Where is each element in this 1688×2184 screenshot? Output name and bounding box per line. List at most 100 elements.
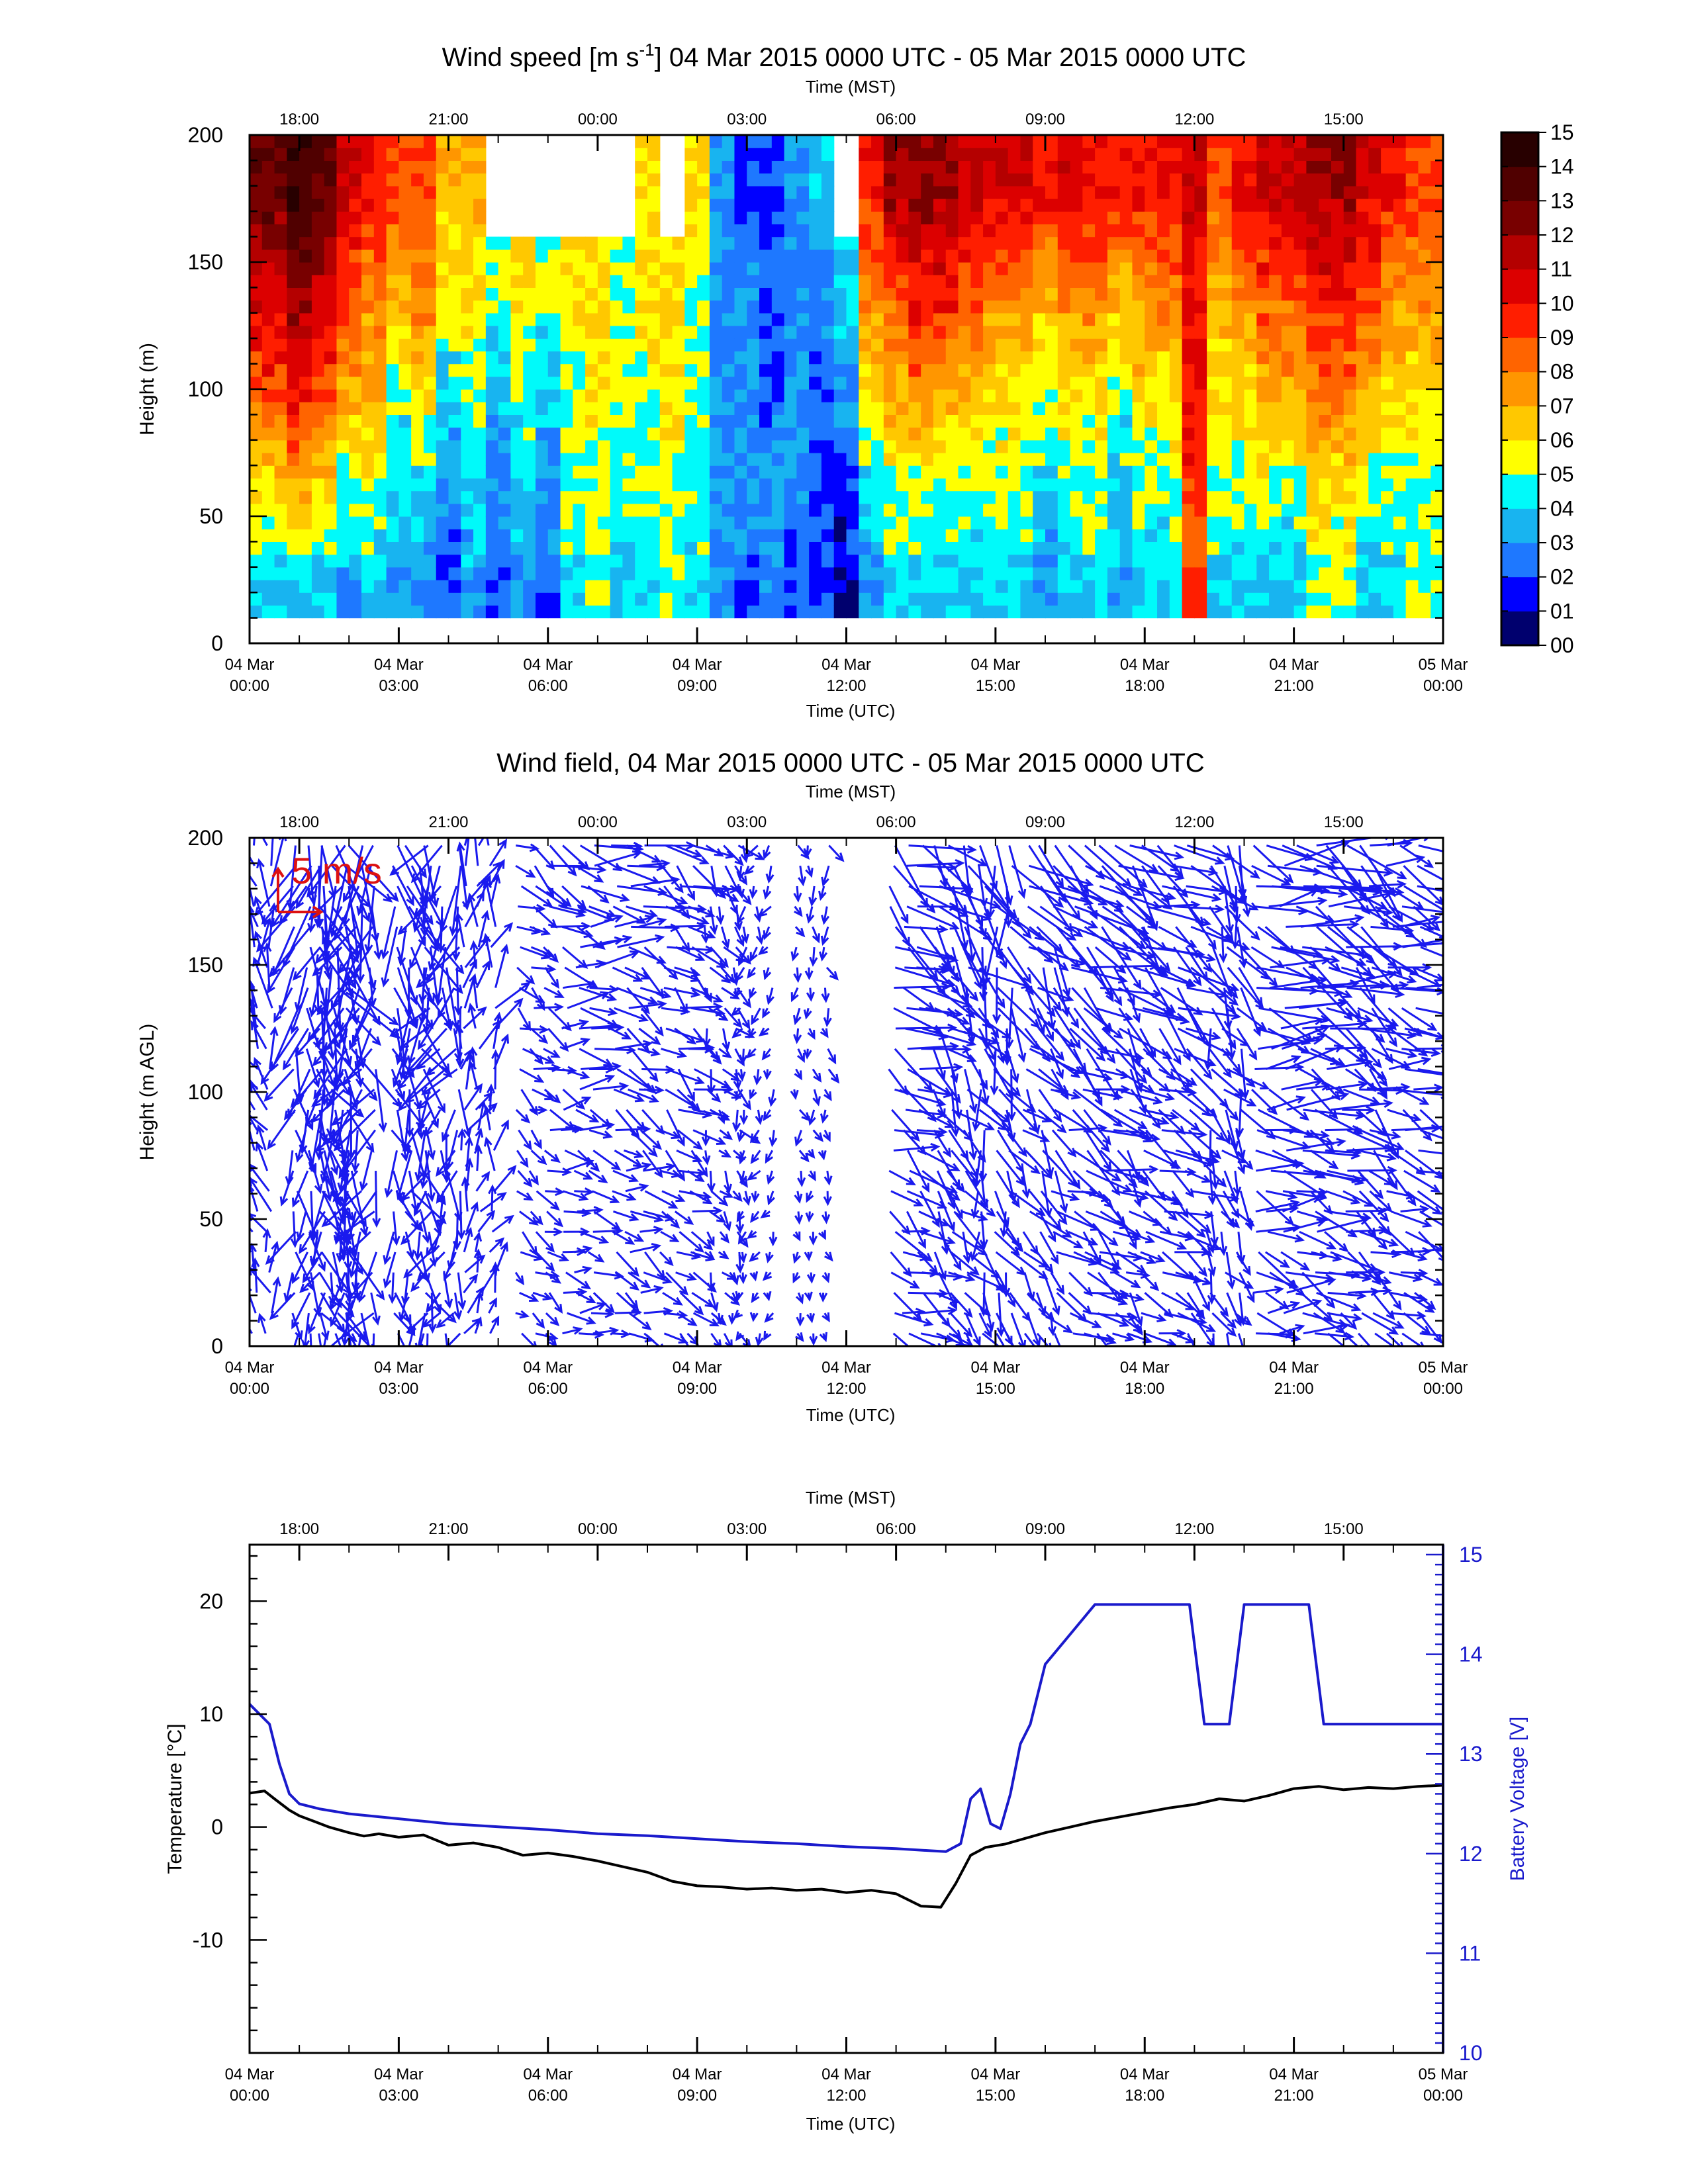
heatmap-cell xyxy=(1045,478,1058,492)
heatmap-cell xyxy=(945,414,959,428)
heatmap-cell xyxy=(771,262,785,275)
heatmap-cell xyxy=(995,338,1009,351)
heatmap-cell xyxy=(1020,402,1033,415)
heatmap-cell xyxy=(461,160,474,174)
heatmap-cell xyxy=(945,173,959,187)
heatmap-cell xyxy=(1306,148,1319,161)
heatmap-cell xyxy=(908,554,921,568)
heatmap-cell xyxy=(473,465,487,478)
heatmap-cell xyxy=(1207,199,1220,212)
wind-vector xyxy=(250,1083,268,1111)
heatmap-cell xyxy=(1157,478,1170,492)
heatmap-cell xyxy=(697,427,710,441)
heatmap-cell xyxy=(647,236,661,250)
heatmap-cell xyxy=(1020,249,1033,263)
heatmap-cell xyxy=(1381,199,1394,212)
heatmap-cell xyxy=(809,402,822,415)
heatmap-cell xyxy=(647,363,661,377)
heatmap-cell xyxy=(1082,439,1096,453)
heatmap-cell xyxy=(473,529,487,542)
wind-vector-head xyxy=(581,922,591,931)
heatmap-cell xyxy=(784,376,797,390)
heatmap-cell xyxy=(1418,363,1431,377)
heatmap-cell xyxy=(759,529,773,542)
heatmap-cell xyxy=(610,287,624,301)
heatmap-cell xyxy=(1269,148,1282,161)
heatmap-cell xyxy=(1095,236,1108,250)
heatmap-cell xyxy=(846,351,859,365)
wind-vector-head xyxy=(258,1312,266,1324)
heatmap-cell xyxy=(399,300,412,314)
wind-vector xyxy=(336,947,342,1030)
heatmap-cell xyxy=(1182,160,1195,174)
heatmap-cell xyxy=(883,199,897,212)
heatmap-cell xyxy=(908,529,921,542)
wind-vector xyxy=(476,1293,481,1314)
heatmap-cell xyxy=(983,148,996,161)
heatmap-cell xyxy=(1045,351,1058,365)
wind-vector-head xyxy=(256,858,265,869)
wind-vector xyxy=(485,1138,496,1171)
heatmap-cell xyxy=(821,312,835,326)
heatmap-cell xyxy=(747,427,760,441)
heatmap-cell xyxy=(274,300,287,314)
heatmap-cell xyxy=(1231,211,1245,224)
heatmap-cell xyxy=(1306,554,1319,568)
wind-vector xyxy=(573,1169,592,1180)
heatmap-cell xyxy=(709,541,723,555)
wind-vector xyxy=(270,1292,296,1320)
heatmap-cell xyxy=(871,236,884,250)
wind-vector xyxy=(394,1292,412,1323)
heatmap-cell xyxy=(908,516,921,529)
heatmap-cell xyxy=(1194,478,1207,492)
heatmap-cell xyxy=(299,199,312,212)
heatmap-cell xyxy=(1343,389,1357,402)
wind-vector-head xyxy=(626,1045,637,1054)
heatmap-cell xyxy=(709,567,723,580)
wind-vector-head xyxy=(322,934,330,945)
heatmap-cell xyxy=(399,351,412,365)
heatmap-cell xyxy=(983,465,996,478)
heatmap-cell xyxy=(1070,427,1083,441)
heatmap-cell xyxy=(1430,287,1444,301)
heatmap-cell xyxy=(635,312,648,326)
heatmap-cell xyxy=(983,363,996,377)
heatmap-cell xyxy=(399,376,412,390)
heatmap-cell xyxy=(635,529,648,542)
heatmap-cell xyxy=(722,236,735,250)
heatmap-cell xyxy=(684,376,698,390)
heatmap-cell xyxy=(846,363,859,377)
heatmap-cell xyxy=(1194,249,1207,263)
wind-vector xyxy=(535,1332,557,1340)
heatmap-cell xyxy=(1256,414,1270,428)
heatmap-cell xyxy=(473,173,487,187)
heatmap-cell xyxy=(448,376,461,390)
heatmap-cell xyxy=(1244,414,1257,428)
heatmap-cell xyxy=(1207,465,1220,478)
heatmap-cell xyxy=(473,389,487,402)
heatmap-cell xyxy=(1207,211,1220,224)
heatmap-cell xyxy=(896,300,910,314)
wind-vector-head xyxy=(312,1056,322,1067)
heatmap-cell xyxy=(784,249,797,263)
heatmap-cell xyxy=(908,567,921,580)
heatmap-cell xyxy=(1145,554,1158,568)
heatmap-cell xyxy=(622,439,635,453)
heatmap-cell xyxy=(1244,224,1257,238)
heatmap-cell xyxy=(821,414,835,428)
heatmap-cell xyxy=(1207,490,1220,504)
heatmap-cell xyxy=(970,427,984,441)
heatmap-cell xyxy=(734,312,747,326)
heatmap-cell xyxy=(311,363,325,377)
heatmap-cell xyxy=(1293,173,1307,187)
heatmap-cell xyxy=(684,453,698,466)
heatmap-cell xyxy=(411,262,424,275)
heatmap-cell xyxy=(734,199,747,212)
heatmap-cell xyxy=(1231,262,1245,275)
heatmap-cell xyxy=(436,185,449,199)
heatmap-cell xyxy=(821,275,835,288)
heatmap-cell xyxy=(684,465,698,478)
heatmap-cell xyxy=(1256,199,1270,212)
heatmap-cell xyxy=(510,427,524,441)
heatmap-cell xyxy=(311,275,325,288)
